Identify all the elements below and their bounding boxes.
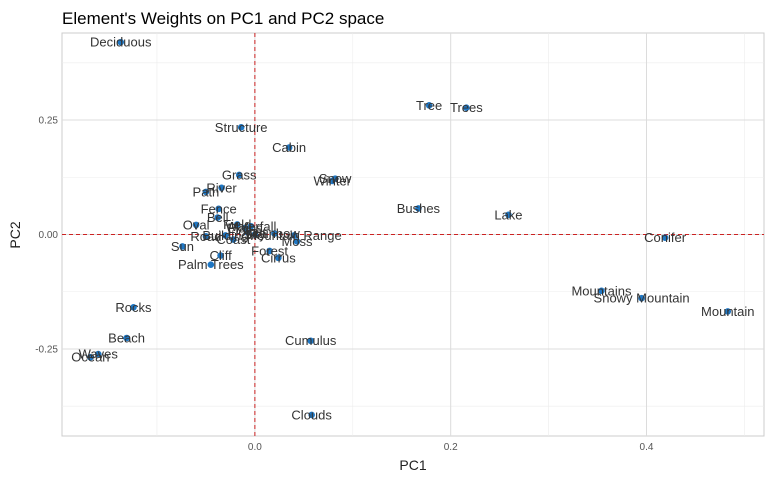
data-point: [230, 236, 237, 243]
point-label: Conifer: [644, 230, 687, 245]
point-label: Snow: [319, 171, 352, 186]
point-label: Field: [223, 217, 251, 232]
data-point: [215, 205, 222, 213]
x-tick-label: 0.0: [248, 442, 262, 453]
data-point: [415, 205, 422, 212]
data-point: [266, 247, 273, 255]
y-tick-label: -0.25: [35, 344, 58, 355]
data-point: [243, 228, 251, 236]
point-label: Flower: [228, 225, 268, 240]
data-point: [271, 230, 278, 237]
data-point: [207, 261, 215, 269]
x-tick-label: 0.4: [640, 442, 654, 453]
axis-ticks: 0.0 0.2 0.4 -0.25 0.00 0.25: [35, 116, 654, 453]
data-point: [179, 243, 186, 250]
point-label: Mountains: [571, 283, 631, 298]
point-label: Forest: [251, 243, 288, 258]
data-point: [661, 234, 669, 242]
point-label: Sun: [171, 239, 194, 254]
point-label: Coast: [216, 232, 250, 247]
point-label: Mountain Range: [246, 228, 341, 243]
x-tick-label: 0.2: [444, 442, 458, 453]
data-point: [123, 334, 130, 342]
data-point: [192, 221, 200, 229]
data-point: [425, 102, 433, 109]
point-label: Bushes: [397, 201, 441, 216]
point-label: Waves: [79, 347, 119, 362]
data-point: [233, 221, 241, 228]
data-point: [598, 287, 605, 295]
data-point: [202, 188, 210, 196]
point-label: Mountain: [701, 304, 754, 319]
y-axis-title: PC2: [7, 221, 23, 248]
point-label: Sky: [244, 227, 266, 242]
data-point: [94, 350, 102, 358]
data-point: [218, 184, 225, 192]
point-label: Cabin: [272, 140, 306, 155]
data-point: [275, 254, 282, 262]
point-label: Palm Trees: [178, 257, 244, 272]
data-point: [251, 231, 259, 238]
point-label: Winter: [313, 173, 351, 188]
data-point: [117, 38, 125, 46]
point-label: Deciduous: [90, 35, 152, 50]
data-point: [293, 238, 301, 245]
point-label: Structure: [215, 120, 268, 135]
point-label: Trees: [450, 100, 483, 115]
data-point: [307, 337, 314, 345]
data-point: [463, 104, 470, 111]
point-label: Bell: [207, 210, 229, 225]
point-label: Cumulus: [285, 333, 337, 348]
y-tick-label: 0.00: [39, 230, 59, 241]
data-point: [328, 177, 336, 185]
data-point: [214, 214, 221, 221]
data-point: [290, 232, 298, 239]
point-label: Oval: [183, 217, 210, 232]
point-label: Plains: [227, 221, 263, 236]
data-point: [237, 124, 245, 131]
point-label: Snowy Mountain: [594, 291, 690, 306]
point-label: Building: [202, 228, 248, 243]
data-point: [222, 232, 229, 239]
point-label: Cliff: [210, 248, 233, 263]
point-label: Clouds: [291, 407, 332, 422]
data-point: [724, 308, 732, 315]
chart-title: Element's Weights on PC1 and PC2 space: [62, 9, 384, 28]
point-label: Rainbow: [249, 226, 300, 241]
x-axis-title: PC1: [399, 457, 426, 473]
point-labels: Deciduous Tree Trees Structure Cabin Grass Sno…: [71, 35, 754, 423]
data-point: [87, 353, 94, 361]
point-label: Road: [190, 229, 221, 244]
reference-lines: [62, 33, 764, 436]
data-point: [247, 222, 255, 230]
data-point: [217, 252, 224, 259]
point-label: Cirrus: [261, 250, 296, 265]
point-label: Waterfall: [226, 219, 277, 234]
data-point: [130, 304, 137, 311]
data-point: [235, 171, 243, 179]
point-label: Rocks: [115, 300, 152, 315]
data-point: [202, 233, 210, 240]
data-point: [285, 144, 293, 151]
point-label: Ocean: [71, 350, 109, 365]
y-tick-label: 0.25: [39, 116, 59, 127]
point-label: Lake: [494, 207, 522, 222]
data-point: [505, 211, 512, 219]
data-point: [638, 294, 645, 302]
point-label: Tree: [416, 98, 442, 113]
point-label: River: [206, 180, 237, 195]
point-label: Beach: [108, 330, 145, 345]
data-point: [308, 411, 315, 419]
point-label: Path: [193, 184, 220, 199]
point-label: Moss: [281, 234, 313, 249]
point-label: Fence: [201, 201, 237, 216]
data-points: [87, 38, 732, 419]
point-label: Grass: [222, 167, 257, 182]
